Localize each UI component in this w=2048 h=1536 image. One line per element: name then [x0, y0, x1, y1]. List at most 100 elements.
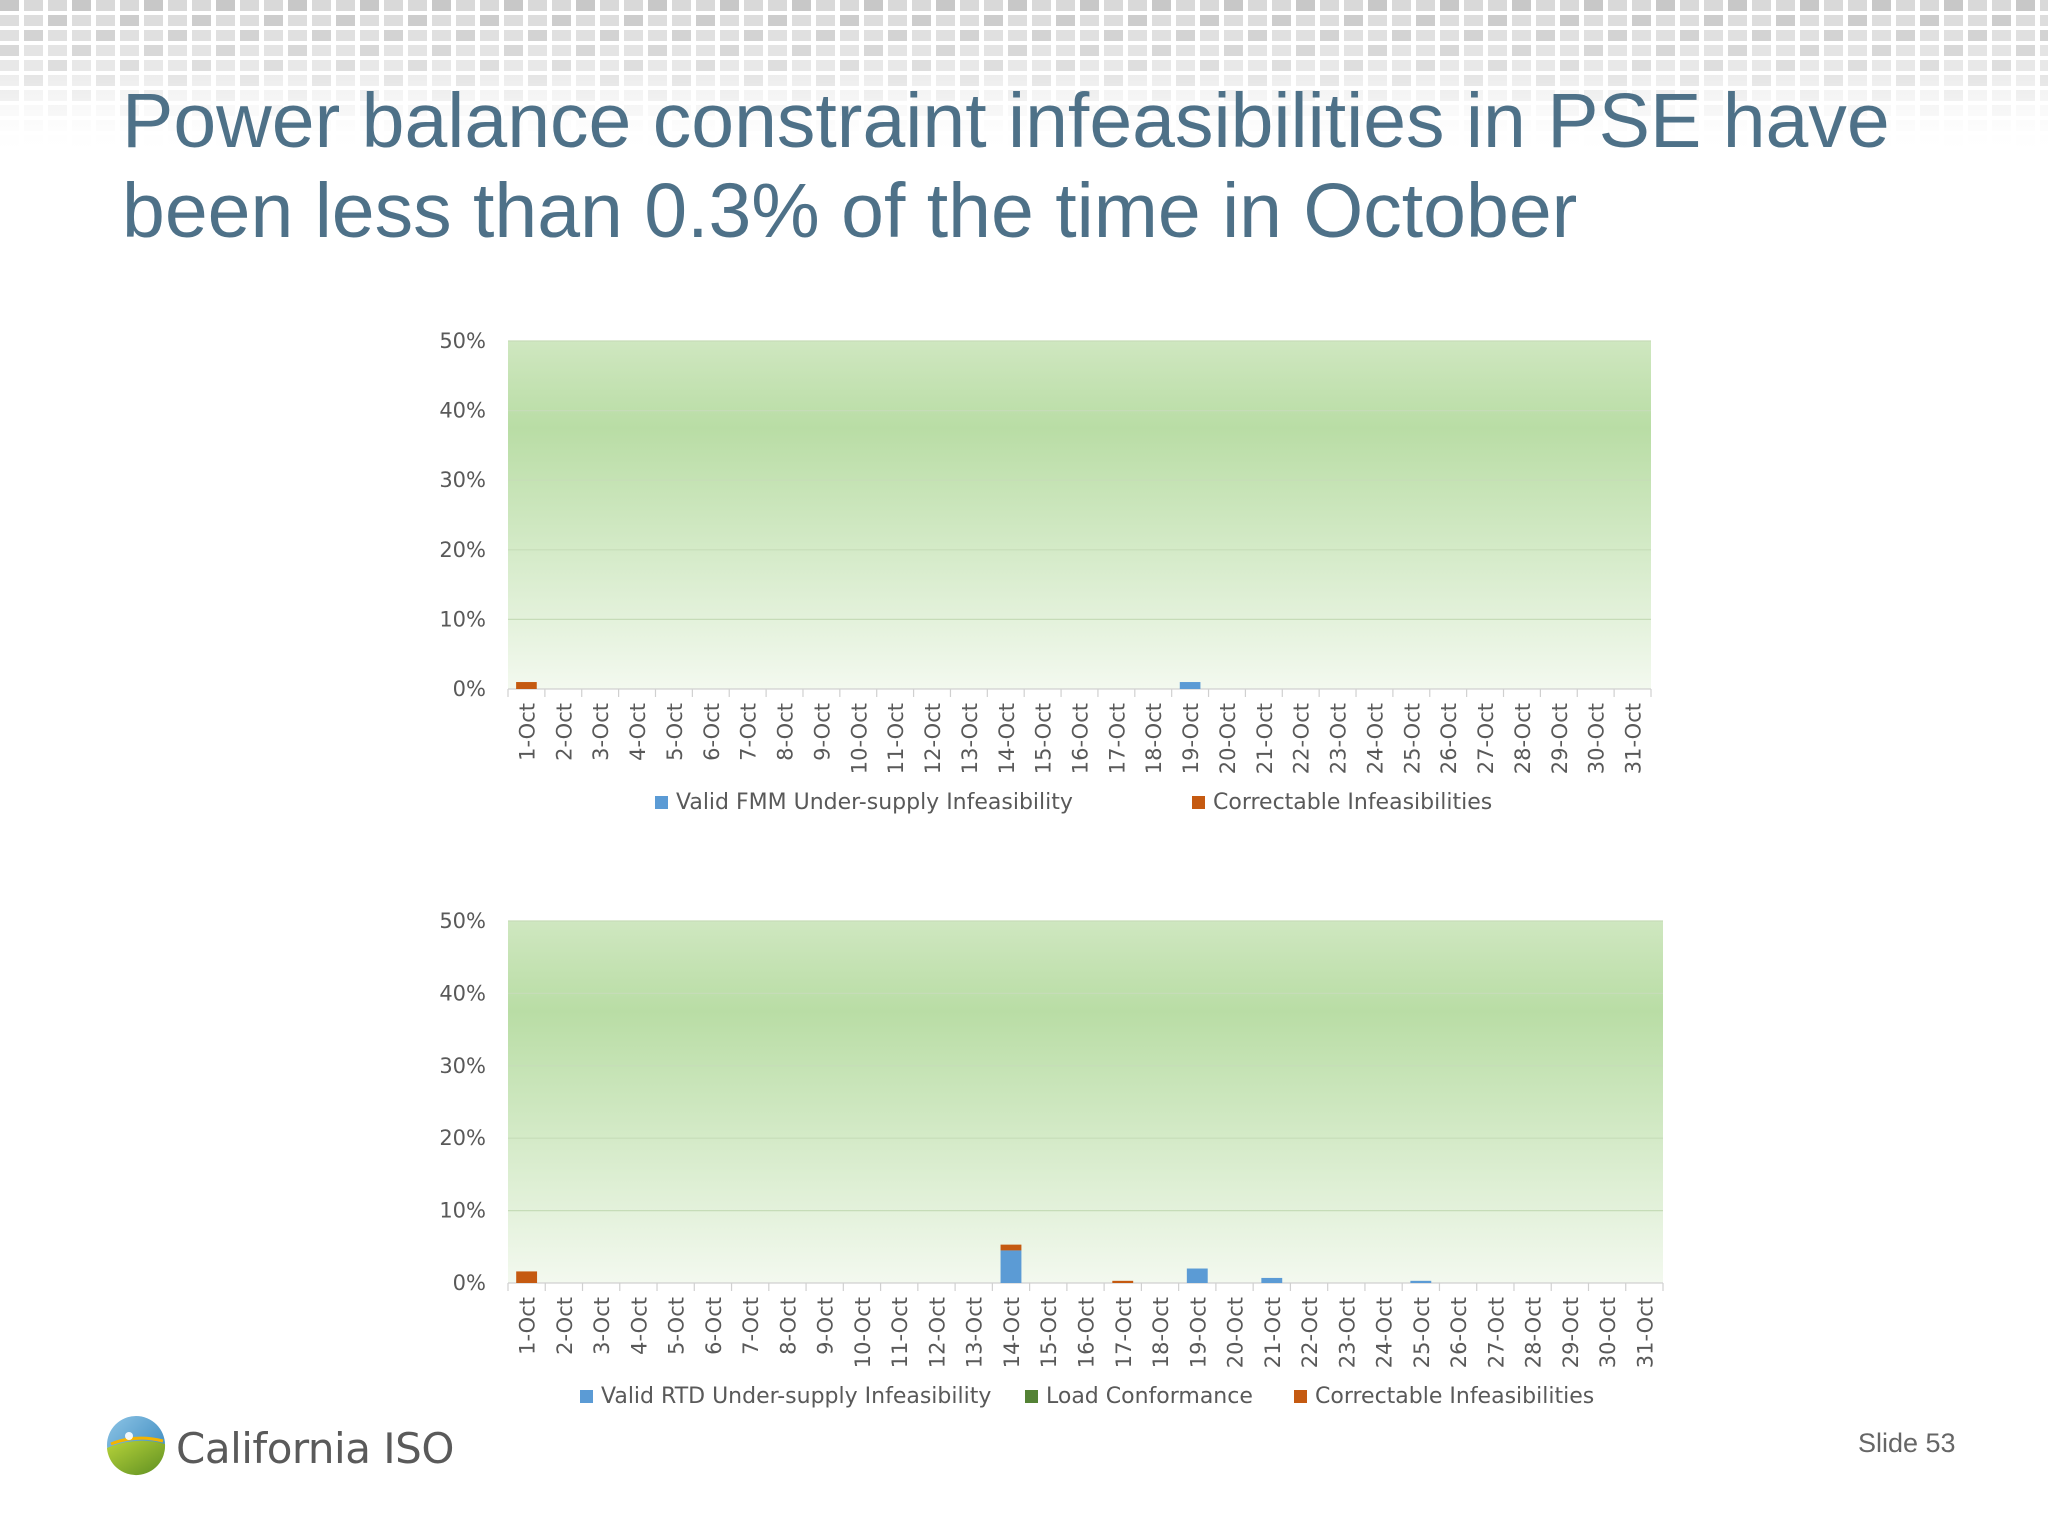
legend-label: Valid FMM Under-supply Infeasibility	[676, 790, 1073, 815]
x-tick-label: 11-Oct	[884, 703, 908, 774]
x-tick-label: 20-Oct	[1224, 1297, 1248, 1368]
x-tick-label: 10-Oct	[851, 1297, 875, 1368]
x-tick-label: 22-Oct	[1290, 703, 1314, 774]
x-tick-label: 4-Oct	[627, 1297, 651, 1355]
x-tick-label: 9-Oct	[814, 1297, 838, 1355]
x-tick-label: 28-Oct	[1522, 1297, 1546, 1368]
y-tick-label: 40%	[439, 399, 486, 423]
legend-label: Load Conformance	[1046, 1384, 1253, 1409]
fmm-infeasibility-chart: 0% 10% 20% 30% 40% 50% 1-Oct 2-Oct 3-Oct 4-Oct 5-O…	[439, 329, 1652, 815]
bar-segment	[1186, 1268, 1208, 1283]
bar-segment	[516, 1271, 538, 1283]
y-tick-label: 40%	[439, 981, 486, 1005]
legend-swatch	[1025, 1390, 1038, 1403]
x-tick-label: 13-Oct	[963, 1297, 987, 1368]
bar-segment	[1000, 1244, 1022, 1251]
x-tick-label: 12-Oct	[921, 703, 945, 774]
x-tick-label: 4-Oct	[626, 703, 650, 761]
y-tick-label: 20%	[439, 1126, 486, 1150]
y-tick-label: 50%	[439, 329, 486, 353]
x-tick-label: 20-Oct	[1216, 703, 1240, 774]
x-tick-label: 9-Oct	[810, 703, 834, 761]
x-tick-label: 13-Oct	[958, 703, 982, 774]
x-tick-label: 27-Oct	[1474, 703, 1498, 774]
y-tick-label: 30%	[439, 1054, 486, 1078]
x-tick-label: 6-Oct	[700, 703, 724, 761]
x-tick-label: 3-Oct	[589, 703, 613, 761]
x-tick-label: 11-Oct	[888, 1297, 912, 1368]
x-tick-label: 28-Oct	[1511, 703, 1535, 774]
y-tick-label: 20%	[439, 538, 486, 562]
y-tick-label: 50%	[439, 909, 486, 933]
x-tick-label: 6-Oct	[702, 1297, 726, 1355]
x-tick-label: 26-Oct	[1447, 1297, 1471, 1368]
x-tick-label: 5-Oct	[663, 703, 687, 761]
x-tick-label: 1-Oct	[515, 703, 539, 761]
x-tick-label: 29-Oct	[1548, 703, 1572, 774]
x-tick-label: 21-Oct	[1253, 703, 1277, 774]
x-tick-label: 12-Oct	[925, 1297, 949, 1368]
legend-swatch	[655, 796, 668, 809]
x-tick-label: 21-Oct	[1261, 1297, 1285, 1368]
x-tick-label: 7-Oct	[739, 1297, 763, 1355]
plot-area	[508, 341, 1651, 689]
x-tick-label: 29-Oct	[1559, 1297, 1583, 1368]
x-tick-label: 31-Oct	[1633, 1297, 1657, 1368]
x-tick-label: 18-Oct	[1149, 1297, 1173, 1368]
x-tick-label: 10-Oct	[847, 703, 871, 774]
y-tick-label: 10%	[439, 607, 486, 631]
x-tick-label: 18-Oct	[1142, 703, 1166, 774]
x-tick-label: 7-Oct	[737, 703, 761, 761]
x-tick-label: 2-Oct	[552, 703, 576, 761]
x-tick-label: 23-Oct	[1335, 1297, 1359, 1368]
x-tick-label: 19-Oct	[1179, 703, 1203, 774]
slide-title-line-2: been less than 0.3% of the time in Octob…	[122, 168, 1578, 254]
bar-segment	[1112, 1280, 1134, 1283]
x-tick-label: 8-Oct	[776, 1297, 800, 1355]
x-tick-label: 1-Oct	[516, 1297, 540, 1355]
x-tick-label: 8-Oct	[774, 703, 798, 761]
y-tick-label: 0%	[453, 1271, 486, 1295]
x-tick-label: 25-Oct	[1410, 1297, 1434, 1368]
x-tick-label: 15-Oct	[1032, 703, 1056, 774]
x-tick-label: 30-Oct	[1585, 703, 1609, 774]
legend-swatch	[1192, 796, 1205, 809]
legend-label: Valid RTD Under-supply Infeasibility	[601, 1384, 991, 1409]
legend-swatch	[1294, 1390, 1307, 1403]
x-tick-label: 3-Oct	[590, 1297, 614, 1355]
slide-title-line-1: Power balance constraint infeasibilities…	[122, 78, 1890, 164]
slide-number: Slide 53	[1858, 1428, 1956, 1458]
y-tick-label: 0%	[453, 677, 486, 701]
bar-segment	[1179, 682, 1201, 689]
x-tick-label: 14-Oct	[1000, 1297, 1024, 1368]
x-tick-label: 17-Oct	[1105, 703, 1129, 774]
x-tick-label: 19-Oct	[1186, 1297, 1210, 1368]
x-tick-label: 23-Oct	[1327, 703, 1351, 774]
x-tick-label: 24-Oct	[1363, 703, 1387, 774]
header-tile-pattern	[0, 0, 2048, 150]
legend-swatch	[580, 1390, 593, 1403]
bar-segment	[1000, 1250, 1022, 1283]
x-tick-label: 22-Oct	[1298, 1297, 1322, 1368]
x-tick-label: 17-Oct	[1112, 1297, 1136, 1368]
rtd-infeasibility-chart: 0% 10% 20% 30% 40% 50% 1-Oct 2-Oct 3-Oct 4-Oct 5-O…	[439, 909, 1664, 1409]
x-tick-label: 30-Oct	[1596, 1297, 1620, 1368]
x-tick-label: 27-Oct	[1484, 1297, 1508, 1368]
x-tick-label: 2-Oct	[553, 1297, 577, 1355]
legend-label: Correctable Infeasibilities	[1213, 790, 1492, 815]
bar-segment	[516, 682, 537, 689]
x-tick-label: 25-Oct	[1400, 703, 1424, 774]
bar-segment	[1261, 1277, 1283, 1283]
y-tick-label: 10%	[439, 1199, 486, 1223]
x-tick-label: 24-Oct	[1373, 1297, 1397, 1368]
x-tick-label: 5-Oct	[665, 1297, 689, 1355]
x-tick-label: 26-Oct	[1437, 703, 1461, 774]
logo-text: California ISO	[176, 1424, 454, 1473]
x-tick-label: 31-Oct	[1622, 703, 1646, 774]
y-tick-label: 30%	[439, 468, 486, 492]
x-tick-label: 16-Oct	[1075, 1297, 1099, 1368]
bar-segment	[1410, 1280, 1432, 1283]
california-iso-logo-icon	[107, 1416, 166, 1476]
legend-label: Correctable Infeasibilities	[1315, 1384, 1594, 1409]
plot-area	[508, 921, 1663, 1283]
